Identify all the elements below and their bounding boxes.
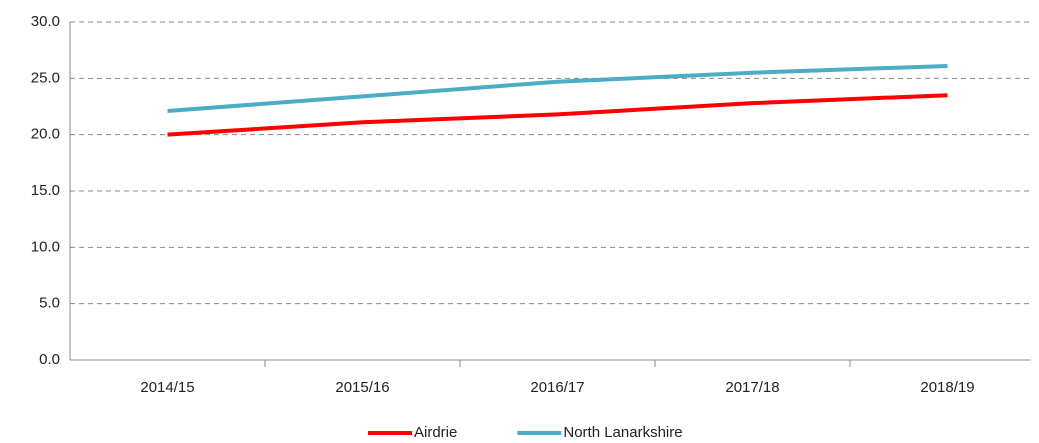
y-tick-label: 5.0 [39,295,60,312]
x-tick-label: 2015/16 [335,379,389,396]
x-tick-label: 2016/17 [530,379,584,396]
y-tick-label: 25.0 [31,69,60,86]
x-tick-label: 2014/15 [140,379,194,396]
series-line [167,63,948,114]
series-line [167,93,948,137]
legend-label: North Lanarkshire [563,424,682,441]
y-tick-label: 20.0 [31,126,60,143]
y-tick-label: 10.0 [31,238,60,255]
y-tick-label: 0.0 [39,351,60,368]
y-tick-label: 15.0 [31,182,60,199]
x-tick-label: 2018/19 [920,379,974,396]
y-tick-label: 30.0 [31,13,60,30]
x-tick-label: 2017/18 [725,379,779,396]
legend-label: Airdrie [414,424,457,441]
